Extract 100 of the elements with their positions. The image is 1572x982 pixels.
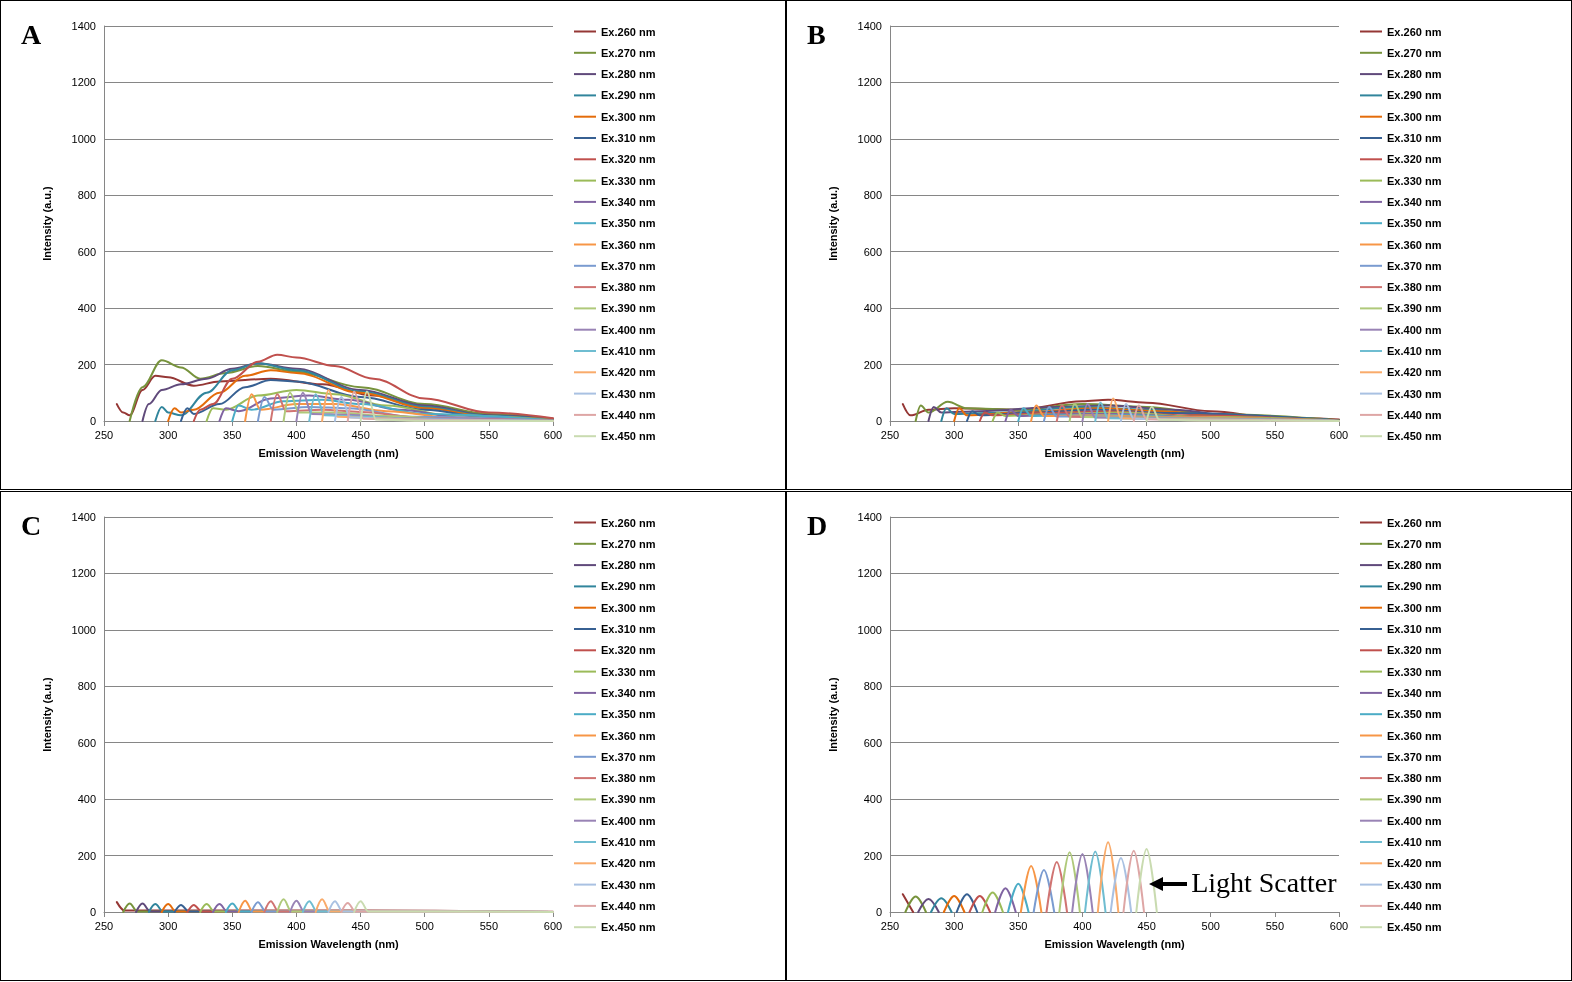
chart-title: D [807, 510, 828, 542]
y-tick-label: 0 [89, 906, 96, 918]
x-tick-label: 350 [1009, 428, 1028, 441]
x-tick-label: 300 [158, 428, 178, 441]
x-tick-label: 400 [1073, 919, 1092, 932]
y-tick-label: 800 [77, 189, 96, 202]
legend-label: Ex.370 nm [1387, 750, 1442, 763]
x-tick-label: 600 [543, 428, 563, 441]
legend-label: Ex.290 nm [1387, 89, 1442, 102]
legend-label: Ex.420 nm [601, 366, 656, 379]
y-tick-label: 1400 [857, 511, 882, 523]
legend-label: Ex.440 nm [601, 899, 656, 912]
legend-label: Ex.310 nm [1387, 623, 1442, 635]
legend-label: Ex.400 nm [1387, 814, 1442, 827]
legend-label: Ex.390 nm [601, 793, 656, 806]
legend-label: Ex.380 nm [1387, 772, 1442, 785]
y-tick-label: 200 [863, 849, 882, 862]
y-tick-label: 400 [77, 302, 96, 315]
legend-label: Ex.450 nm [601, 430, 656, 443]
legend-label: Ex.350 nm [601, 217, 656, 230]
legend-label: Ex.260 nm [601, 516, 656, 529]
y-tick-label: 800 [863, 189, 882, 202]
x-tick-label: 550 [1265, 919, 1285, 932]
legend-label: Ex.260 nm [1387, 516, 1442, 529]
y-tick-label: 0 [89, 415, 96, 427]
y-tick-label: 800 [77, 680, 96, 693]
legend-label: Ex.360 nm [601, 238, 656, 251]
y-tick-label: 400 [863, 302, 882, 315]
legend-label: Ex.330 nm [601, 665, 656, 678]
legend-label: Ex.400 nm [601, 323, 656, 336]
x-tick-label: 300 [158, 919, 178, 932]
legend-label: Ex.410 nm [1387, 345, 1442, 357]
legend-label: Ex.330 nm [1387, 665, 1442, 678]
legend-label: Ex.280 nm [1387, 68, 1442, 81]
x-axis-title: Emission Wavelength (nm) [258, 937, 399, 950]
legend-label: Ex.270 nm [601, 46, 656, 59]
y-tick-label: 1200 [857, 76, 882, 89]
legend-label: Ex.440 nm [601, 408, 656, 421]
x-tick-label: 450 [1137, 919, 1156, 932]
chart-title: C [21, 510, 42, 542]
x-tick-label: 300 [944, 428, 964, 441]
legend-label: Ex.310 nm [1387, 132, 1442, 144]
x-tick-label: 550 [479, 428, 499, 441]
legend-label: Ex.340 nm [1387, 686, 1442, 699]
x-tick-label: 450 [1137, 428, 1156, 441]
y-tick-label: 400 [863, 793, 882, 806]
legend-label: Ex.410 nm [601, 345, 656, 357]
y-tick-label: 0 [875, 415, 882, 427]
legend-label: Ex.280 nm [1387, 559, 1442, 572]
x-tick-label: 400 [287, 428, 306, 441]
y-tick-label: 600 [77, 245, 96, 258]
legend-label: Ex.290 nm [1387, 580, 1442, 593]
y-tick-label: 600 [77, 736, 96, 749]
legend-label: Ex.300 nm [1387, 601, 1442, 614]
legend-label: Ex.380 nm [601, 772, 656, 785]
x-tick-label: 450 [351, 919, 370, 932]
y-tick-label: 200 [77, 849, 96, 862]
x-tick-label: 550 [479, 919, 499, 932]
legend-label: Ex.430 nm [601, 387, 656, 400]
x-tick-label: 250 [94, 919, 114, 932]
legend-label: Ex.270 nm [601, 537, 656, 550]
x-axis-title: Emission Wavelength (nm) [1044, 937, 1185, 950]
legend-label: Ex.450 nm [1387, 430, 1442, 443]
legend-label: Ex.420 nm [1387, 857, 1442, 870]
legend-label: Ex.380 nm [1387, 281, 1442, 294]
legend-label: Ex.300 nm [1387, 110, 1442, 123]
y-tick-label: 1200 [71, 567, 96, 580]
legend-label: Ex.280 nm [601, 559, 656, 572]
legend-label: Ex.310 nm [601, 132, 656, 144]
legend-label: Ex.290 nm [601, 89, 656, 102]
legend-label: Ex.260 nm [601, 25, 656, 38]
legend-label: Ex.410 nm [601, 836, 656, 848]
y-tick-label: 1400 [857, 20, 882, 32]
annotation: Light Scatter [1191, 866, 1337, 899]
y-tick-label: 200 [863, 358, 882, 371]
y-tick-label: 0 [875, 906, 882, 918]
chart-title: B [807, 19, 826, 51]
legend-label: Ex.430 nm [1387, 878, 1442, 891]
y-tick-label: 800 [863, 680, 882, 693]
legend-label: Ex.450 nm [1387, 921, 1442, 934]
legend-label: Ex.390 nm [1387, 302, 1442, 315]
legend-label: Ex.270 nm [1387, 46, 1442, 59]
legend-label: Ex.300 nm [601, 110, 656, 123]
x-tick-label: 450 [351, 428, 370, 441]
legend-label: Ex.370 nm [1387, 259, 1442, 272]
y-tick-label: 600 [863, 245, 882, 258]
y-tick-label: 1400 [71, 511, 96, 523]
x-tick-label: 500 [1201, 919, 1220, 932]
y-tick-label: 1000 [71, 623, 96, 636]
legend-label: Ex.290 nm [601, 580, 656, 593]
x-tick-label: 600 [1329, 428, 1349, 441]
x-tick-label: 250 [880, 428, 900, 441]
y-tick-label: 1200 [857, 567, 882, 580]
legend-label: Ex.350 nm [1387, 708, 1442, 721]
legend-label: Ex.280 nm [601, 68, 656, 81]
legend-label: Ex.360 nm [1387, 238, 1442, 251]
legend-label: Ex.380 nm [601, 281, 656, 294]
legend-label: Ex.420 nm [1387, 366, 1442, 379]
legend-label: Ex.440 nm [1387, 899, 1442, 912]
legend-label: Ex.420 nm [601, 857, 656, 870]
